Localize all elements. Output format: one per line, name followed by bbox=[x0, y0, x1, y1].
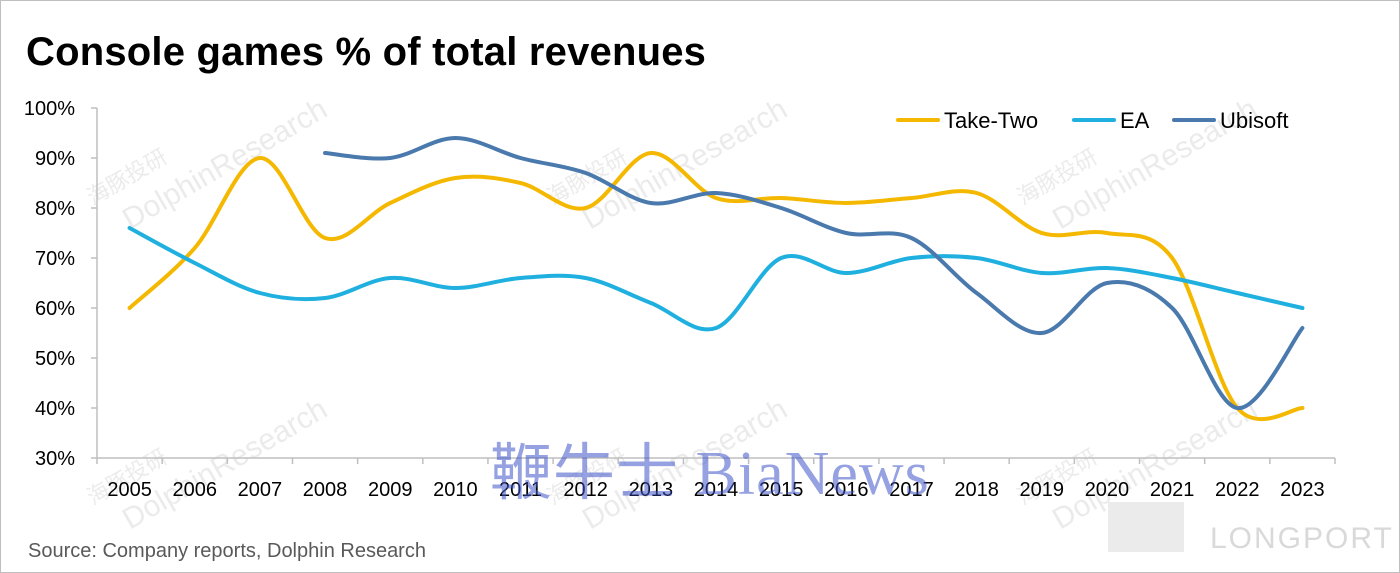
y-tick-label: 30% bbox=[35, 448, 75, 470]
x-tick-label: 2016 bbox=[824, 479, 869, 501]
series-line-ea bbox=[127, 226, 1305, 332]
y-tick-label: 90% bbox=[35, 148, 75, 170]
x-tick-label: 2012 bbox=[563, 479, 608, 501]
legend: Take-Two EA Ubisoft bbox=[896, 108, 1288, 133]
legend-item-take-two: Take-Two bbox=[896, 108, 1038, 133]
y-tick-label: 80% bbox=[35, 198, 75, 220]
longport-watermark: LONGPORT bbox=[1210, 522, 1394, 555]
y-tick-label: 100% bbox=[24, 98, 75, 120]
x-tick-label: 2015 bbox=[759, 479, 804, 501]
y-tick-label: 50% bbox=[35, 348, 75, 370]
y-tick-label: 70% bbox=[35, 248, 75, 270]
x-tick-label: 2017 bbox=[889, 479, 934, 501]
x-tick-label: 2020 bbox=[1085, 479, 1130, 501]
legend-label: Ubisoft bbox=[1220, 108, 1288, 133]
source-note: Source: Company reports, Dolphin Researc… bbox=[28, 540, 426, 562]
x-tick-label: 2022 bbox=[1215, 479, 1260, 501]
x-tick-label: 2014 bbox=[694, 479, 739, 501]
x-tick-label: 2019 bbox=[1020, 479, 1065, 501]
x-tick-label: 2013 bbox=[629, 479, 674, 501]
x-tick-label: 2011 bbox=[499, 479, 542, 501]
legend-label: Take-Two bbox=[944, 108, 1038, 133]
series-lines bbox=[127, 136, 1305, 422]
chart-title: Console games % of total revenues bbox=[26, 30, 707, 74]
y-tick-label: 60% bbox=[35, 298, 75, 320]
x-tick-label: 2006 bbox=[172, 479, 217, 501]
axes: 30% 40% 50% 60% 70% 80% 90% 100% 2005 2006 2007 200… bbox=[24, 98, 1336, 501]
legend-item-ubisoft: Ubisoft bbox=[1172, 108, 1288, 133]
longport-logo-mark bbox=[1108, 502, 1184, 552]
legend-item-ea: EA bbox=[1072, 108, 1150, 133]
x-tick-label: 2007 bbox=[238, 479, 283, 501]
x-tick-label: 2021 bbox=[1150, 479, 1195, 501]
y-tick-label: 40% bbox=[35, 398, 75, 420]
bianews-watermark: 鞭牛士 BiaNews bbox=[490, 440, 930, 508]
series-line-ubisoft bbox=[323, 136, 1305, 410]
x-tick-label: 2009 bbox=[368, 479, 413, 501]
x-tick-label: 2005 bbox=[107, 479, 152, 501]
x-tick-label: 2008 bbox=[303, 479, 348, 501]
legend-label: EA bbox=[1120, 108, 1150, 133]
x-tick-label: 2023 bbox=[1280, 479, 1325, 501]
x-tick-label: 2010 bbox=[433, 479, 478, 501]
x-tick-label: 2018 bbox=[954, 479, 999, 501]
